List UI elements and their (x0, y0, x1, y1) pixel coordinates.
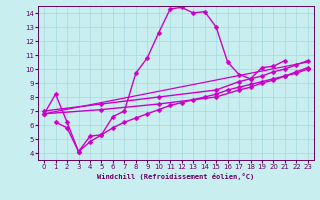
X-axis label: Windchill (Refroidissement éolien,°C): Windchill (Refroidissement éolien,°C) (97, 173, 255, 180)
